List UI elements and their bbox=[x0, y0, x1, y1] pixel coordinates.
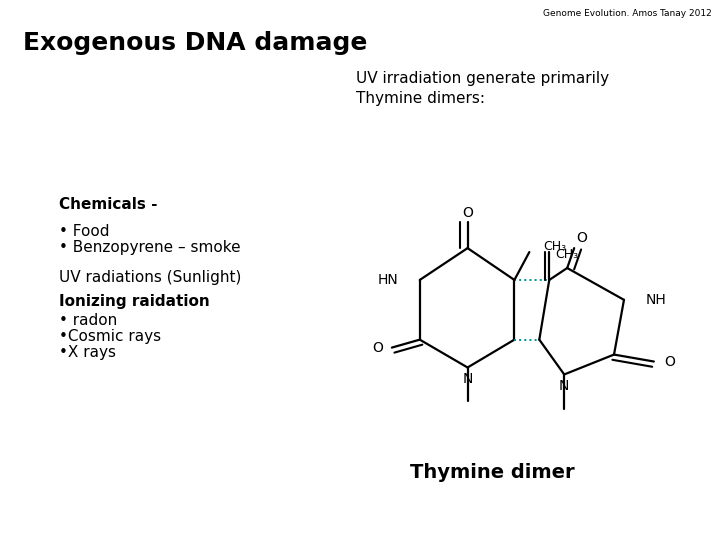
Text: Exogenous DNA damage: Exogenous DNA damage bbox=[23, 31, 367, 55]
Text: UV radiations (Sunlight): UV radiations (Sunlight) bbox=[59, 270, 241, 285]
Text: O: O bbox=[576, 232, 587, 246]
Text: Thymine dimer: Thymine dimer bbox=[410, 463, 575, 482]
Text: •Cosmic rays: •Cosmic rays bbox=[59, 329, 161, 344]
Text: CH₃: CH₃ bbox=[544, 240, 567, 253]
Text: O: O bbox=[462, 206, 473, 220]
Text: O: O bbox=[665, 355, 675, 368]
Text: Ionizing raidation: Ionizing raidation bbox=[59, 294, 210, 309]
Text: Chemicals -: Chemicals - bbox=[59, 198, 157, 212]
Text: CH₃: CH₃ bbox=[555, 248, 578, 261]
Text: N: N bbox=[462, 372, 473, 386]
Text: • radon: • radon bbox=[59, 313, 117, 328]
Text: • Benzopyrene – smoke: • Benzopyrene – smoke bbox=[59, 240, 240, 255]
Text: N: N bbox=[559, 379, 570, 393]
Text: O: O bbox=[372, 341, 383, 355]
Text: NH: NH bbox=[646, 293, 666, 307]
Text: •X rays: •X rays bbox=[59, 345, 116, 360]
Text: HN: HN bbox=[377, 273, 398, 287]
Text: Genome Evolution. Amos Tanay 2012: Genome Evolution. Amos Tanay 2012 bbox=[543, 9, 711, 18]
Text: • Food: • Food bbox=[59, 224, 109, 239]
Text: UV irradiation generate primarily
Thymine dimers:: UV irradiation generate primarily Thymin… bbox=[356, 71, 610, 106]
